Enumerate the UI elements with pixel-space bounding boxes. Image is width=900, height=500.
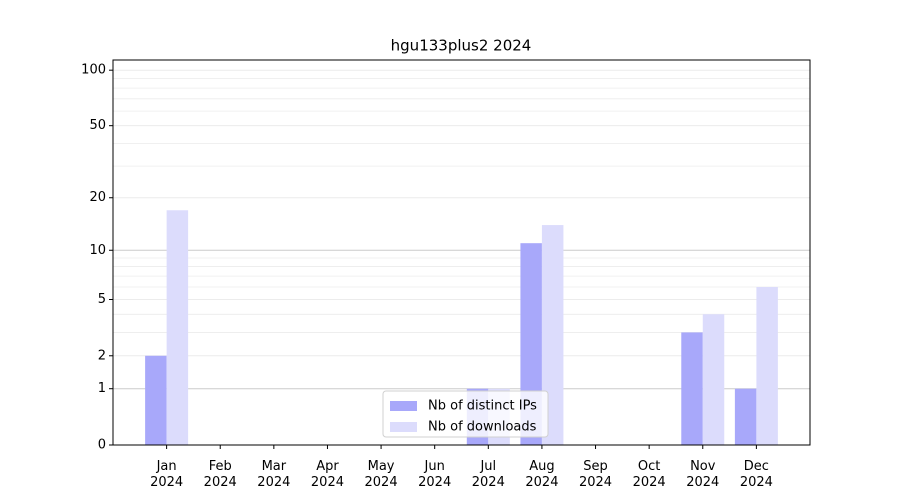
bar	[145, 355, 167, 445]
x-tick-label: Jul 2024	[472, 459, 505, 490]
y-tick-label: 50	[89, 118, 106, 133]
x-tick-label: Jun 2024	[418, 459, 451, 490]
legend-swatch	[390, 401, 417, 411]
bar	[681, 332, 703, 445]
legend-label: Nb of downloads	[428, 420, 537, 435]
legend-label: Nb of distinct IPs	[428, 399, 537, 414]
legend-swatch	[390, 422, 417, 432]
y-tick-label: 100	[81, 63, 106, 78]
x-tick-label: Apr 2024	[311, 459, 344, 490]
x-tick-label: Oct 2024	[633, 459, 666, 490]
y-tick-label: 5	[98, 292, 106, 307]
x-tick-label: Nov 2024	[686, 459, 719, 490]
x-tick-label: Mar 2024	[257, 459, 290, 490]
x-tick-label: Jan 2024	[150, 459, 183, 490]
y-tick-label: 20	[89, 190, 106, 205]
y-tick-label: 10	[89, 243, 106, 258]
legend-box	[382, 390, 549, 438]
plot-frame	[112, 59, 811, 446]
bar	[166, 210, 189, 445]
bar	[734, 388, 757, 445]
x-tick-label: Feb 2024	[204, 459, 237, 490]
x-tick-label: Aug 2024	[525, 459, 558, 490]
x-tick-label: May 2024	[365, 459, 398, 490]
x-tick-label: Dec 2024	[740, 459, 773, 490]
bar	[702, 314, 725, 445]
bar	[541, 225, 564, 445]
y-tick-label: 1	[98, 381, 106, 396]
x-tick-label: Sep 2024	[579, 459, 612, 490]
bar	[756, 286, 778, 445]
y-tick-label: 2	[98, 348, 106, 363]
chart-title: hgu133plus2 2024	[391, 37, 532, 55]
y-tick-label: 0	[98, 438, 106, 453]
